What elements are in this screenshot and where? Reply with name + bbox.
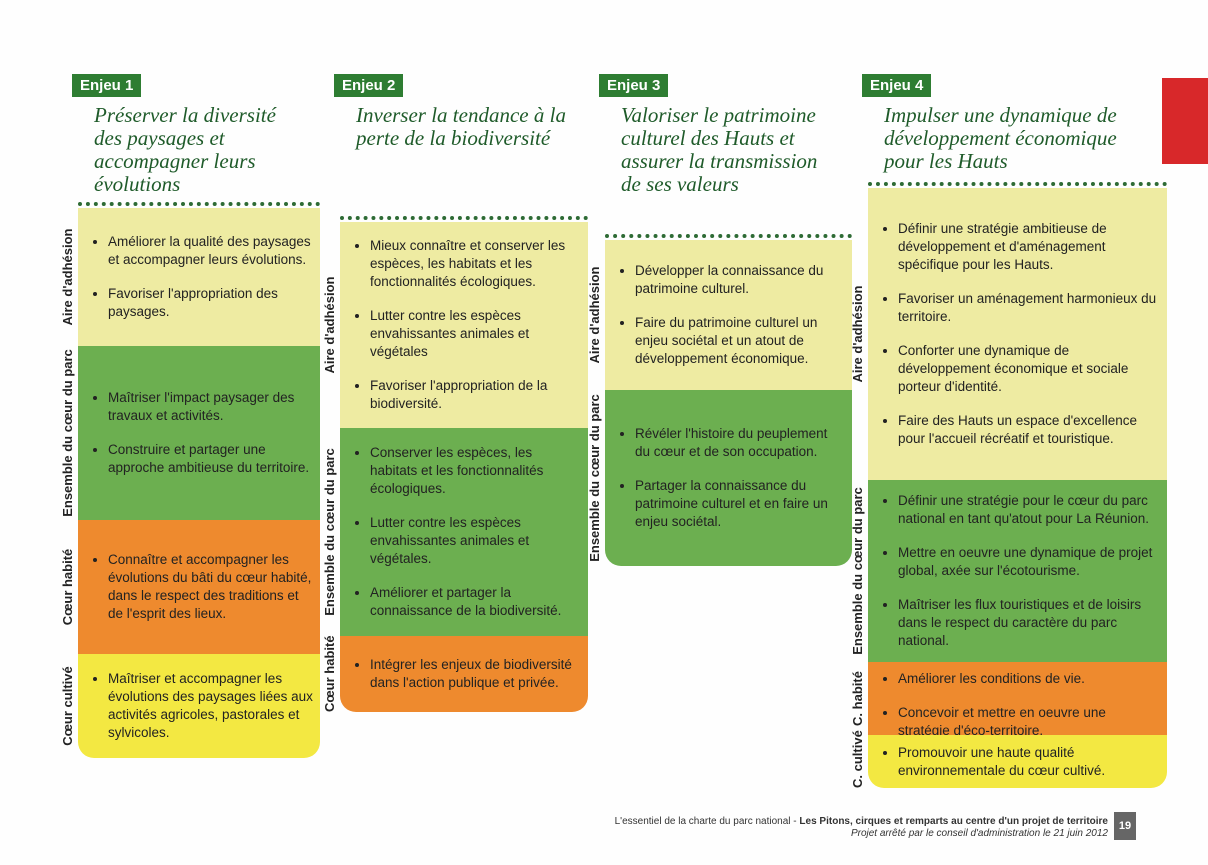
item-list: Connaître et accompagner les évolutions …	[94, 551, 314, 623]
zone-label: Aire d'adhésion	[60, 228, 75, 326]
zone-label: C. cultivé	[850, 730, 865, 788]
divider	[340, 216, 588, 220]
item-list: Mieux connaître et conserver les espèces…	[356, 237, 582, 413]
zone-section: Intégrer les enjeux de biodiversité dans…	[340, 636, 588, 712]
item-list: Promouvoir une haute qualité environneme…	[884, 744, 1161, 780]
item: Lutter contre les espèces envahissantes …	[370, 514, 582, 568]
divider	[605, 234, 852, 238]
divider	[78, 202, 320, 206]
item-list: Définir une stratégie pour le cœur du pa…	[884, 492, 1161, 650]
item: Favoriser l'appropriation de la biodiver…	[370, 377, 582, 413]
zone-section: Améliorer la qualité des paysages et acc…	[78, 208, 320, 346]
column-title: Inverser la tendance à la perte de la bi…	[356, 103, 566, 150]
column-title: Préserver la diversité des paysages et a…	[94, 103, 276, 196]
column-title: Impulser une dynamique de développement …	[884, 103, 1117, 173]
item: Promouvoir une haute qualité environneme…	[898, 744, 1161, 780]
column-label: Enjeu 4	[862, 74, 932, 97]
column-label: Enjeu 2	[334, 74, 404, 97]
item: Définir une stratégie pour le cœur du pa…	[898, 492, 1161, 528]
zone-section: Conserver les espèces, les habitats et l…	[340, 428, 588, 636]
footer-subtitle: Projet arrêté par le conseil d'administr…	[850, 828, 1108, 839]
column-label: Enjeu 1	[72, 74, 142, 97]
item-list: Définir une stratégie ambitieuse de déve…	[884, 220, 1161, 448]
item-list: Développer la connaissance du patrimoine…	[621, 262, 846, 368]
zone-label: C. habité	[850, 671, 865, 726]
zone-section: Révéler l'histoire du peuplement du cœur…	[605, 390, 852, 566]
zone-label: Cœur habité	[322, 635, 337, 712]
item-list: Révéler l'histoire du peuplement du cœur…	[621, 425, 846, 531]
zone-label: Aire d'adhésion	[587, 266, 602, 364]
item-list: Maîtriser et accompagner les évolutions …	[94, 670, 314, 742]
item: Maîtriser l'impact paysager des travaux …	[108, 389, 314, 425]
zone-label: Ensemble du cœur du parc	[587, 394, 602, 562]
item: Favoriser un aménagement harmonieux du t…	[898, 290, 1161, 326]
zone-section: Promouvoir une haute qualité environneme…	[868, 735, 1167, 788]
item: Maîtriser les flux touristiques et de lo…	[898, 596, 1161, 650]
zone-section: Maîtriser et accompagner les évolutions …	[78, 654, 320, 758]
item: Lutter contre les espèces envahissantes …	[370, 307, 582, 361]
item: Faire des Hauts un espace d'excellence p…	[898, 412, 1161, 448]
zone-section: Développer la connaissance du patrimoine…	[605, 240, 852, 390]
item: Mettre en oeuvre une dynamique de projet…	[898, 544, 1161, 580]
page-number: 19	[1114, 812, 1136, 840]
item: Améliorer la qualité des paysages et acc…	[108, 233, 314, 269]
item-list: Intégrer les enjeux de biodiversité dans…	[356, 656, 582, 692]
divider	[868, 182, 1167, 186]
zone-label: Ensemble du cœur du parc	[60, 349, 75, 517]
item-list: Améliorer la qualité des paysages et acc…	[94, 233, 314, 321]
zone-label: Ensemble du cœur du parc	[322, 448, 337, 616]
footer-title: Les Pitons, cirques et remparts au centr…	[799, 816, 1108, 827]
footer: L'essentiel de la charte du parc nationa…	[615, 816, 1108, 840]
footer-prefix: L'essentiel de la charte du parc nationa…	[614, 816, 800, 827]
item: Conserver les espèces, les habitats et l…	[370, 444, 582, 498]
item: Définir une stratégie ambitieuse de déve…	[898, 220, 1161, 274]
item: Intégrer les enjeux de biodiversité dans…	[370, 656, 582, 692]
item-list: Maîtriser l'impact paysager des travaux …	[94, 389, 314, 477]
decoration	[1162, 78, 1208, 164]
item: Connaître et accompagner les évolutions …	[108, 551, 314, 623]
zone-label: Aire d'adhésion	[322, 276, 337, 374]
item: Mieux connaître et conserver les espèces…	[370, 237, 582, 291]
item: Améliorer les conditions de vie.	[898, 670, 1161, 688]
item: Développer la connaissance du patrimoine…	[635, 262, 846, 298]
zone-section: Améliorer les conditions de vie. Concevoi…	[868, 662, 1167, 738]
zone-label: Cœur cultivé	[60, 666, 75, 746]
column-title: Valoriser le patrimoine culturel des Hau…	[621, 103, 818, 196]
zone-label: Aire d'adhésion	[850, 285, 865, 383]
column-label: Enjeu 3	[599, 74, 669, 97]
item: Faire du patrimoine culturel un enjeu so…	[635, 314, 846, 368]
zone-section: Connaître et accompagner les évolutions …	[78, 520, 320, 654]
item: Partager la connaissance du patrimoine c…	[635, 477, 846, 531]
item: Conforter une dynamique de développement…	[898, 342, 1161, 396]
item: Construire et partager une approche ambi…	[108, 441, 314, 477]
zone-section: Définir une stratégie ambitieuse de déve…	[868, 188, 1167, 480]
item-list: Améliorer les conditions de vie. Concevoi…	[884, 670, 1161, 740]
zone-label: Cœur habité	[60, 548, 75, 626]
zone-section: Maîtriser l'impact paysager des travaux …	[78, 346, 320, 520]
item: Favoriser l'appropriation des paysages.	[108, 285, 314, 321]
item: Révéler l'histoire du peuplement du cœur…	[635, 425, 846, 461]
item: Améliorer et partager la connaissance de…	[370, 584, 582, 620]
zone-section: Définir une stratégie pour le cœur du pa…	[868, 480, 1167, 662]
zone-section: Mieux connaître et conserver les espèces…	[340, 222, 588, 428]
item: Concevoir et mettre en oeuvre une straté…	[898, 704, 1161, 740]
item-list: Conserver les espèces, les habitats et l…	[356, 444, 582, 620]
item: Maîtriser et accompagner les évolutions …	[108, 670, 314, 742]
zone-label: Ensemble du cœur du parc	[850, 487, 865, 655]
